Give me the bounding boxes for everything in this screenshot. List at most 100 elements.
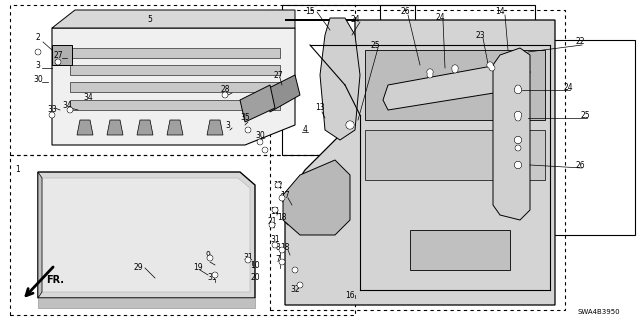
Circle shape [428, 70, 432, 74]
Polygon shape [38, 172, 42, 298]
Text: 27: 27 [273, 70, 283, 79]
Polygon shape [167, 120, 183, 135]
Text: 24: 24 [563, 84, 573, 93]
Circle shape [489, 65, 495, 71]
Circle shape [273, 243, 277, 247]
Text: 5: 5 [148, 16, 152, 25]
Text: 28: 28 [220, 85, 230, 94]
Circle shape [246, 258, 250, 262]
Polygon shape [107, 120, 123, 135]
Text: 9: 9 [205, 250, 211, 259]
Circle shape [515, 112, 521, 118]
Text: 34: 34 [62, 100, 72, 109]
Text: 7: 7 [276, 256, 280, 264]
Circle shape [213, 273, 217, 277]
Circle shape [488, 63, 492, 67]
Circle shape [453, 66, 457, 70]
Polygon shape [38, 298, 255, 308]
Circle shape [452, 65, 458, 71]
Circle shape [262, 147, 268, 153]
Polygon shape [70, 48, 280, 58]
Circle shape [280, 196, 284, 200]
Text: 35: 35 [240, 114, 250, 122]
Text: 8: 8 [276, 243, 280, 253]
Polygon shape [42, 178, 250, 292]
Circle shape [269, 222, 275, 228]
Polygon shape [137, 120, 153, 135]
Circle shape [223, 93, 227, 97]
Text: FR.: FR. [46, 275, 64, 285]
Circle shape [279, 247, 285, 253]
Polygon shape [365, 50, 545, 120]
Circle shape [428, 73, 432, 77]
Text: 15: 15 [305, 8, 315, 17]
Circle shape [270, 223, 274, 227]
Circle shape [516, 86, 520, 90]
Text: 31: 31 [270, 235, 280, 244]
Text: 31: 31 [207, 273, 217, 283]
Circle shape [487, 62, 493, 68]
Circle shape [50, 113, 54, 117]
Text: 16: 16 [345, 291, 355, 300]
Polygon shape [265, 75, 300, 112]
Polygon shape [493, 48, 530, 220]
Bar [490, 40, 635, 235]
Circle shape [35, 49, 41, 55]
Circle shape [55, 59, 61, 65]
Polygon shape [52, 45, 72, 65]
Polygon shape [70, 100, 280, 110]
Circle shape [346, 121, 354, 129]
Bar [270, 10, 565, 310]
Polygon shape [283, 160, 350, 235]
Text: SWA4B3950: SWA4B3950 [577, 309, 620, 315]
Text: 24: 24 [350, 16, 360, 25]
Text: 18: 18 [280, 243, 290, 253]
Polygon shape [52, 10, 295, 28]
Circle shape [515, 162, 521, 168]
Circle shape [452, 67, 458, 73]
Text: 23: 23 [475, 31, 485, 40]
Polygon shape [207, 120, 223, 135]
Circle shape [515, 161, 522, 168]
Circle shape [280, 248, 284, 252]
Text: 3: 3 [225, 121, 230, 130]
Text: 13: 13 [315, 103, 325, 113]
Polygon shape [320, 18, 360, 140]
Text: 34: 34 [83, 93, 93, 102]
Text: 19: 19 [193, 263, 203, 272]
Circle shape [276, 183, 280, 187]
Polygon shape [38, 172, 255, 298]
Text: 1: 1 [15, 166, 20, 174]
Text: 32: 32 [290, 286, 300, 294]
Text: 22: 22 [575, 38, 585, 47]
Circle shape [453, 68, 457, 72]
Polygon shape [70, 65, 280, 75]
Circle shape [298, 283, 302, 287]
Text: 2: 2 [36, 33, 40, 42]
Circle shape [68, 108, 72, 112]
Circle shape [275, 182, 281, 188]
Text: 14: 14 [495, 8, 505, 17]
Polygon shape [240, 85, 275, 122]
Circle shape [257, 139, 263, 145]
Circle shape [272, 242, 278, 248]
Text: 30: 30 [33, 76, 43, 85]
Text: 21: 21 [268, 218, 276, 226]
Circle shape [279, 259, 285, 265]
Polygon shape [365, 130, 545, 180]
Circle shape [245, 257, 251, 263]
Bar [282, 5, 415, 155]
Text: 11: 11 [270, 207, 280, 217]
Text: 24: 24 [435, 13, 445, 23]
Polygon shape [77, 120, 93, 135]
Polygon shape [70, 82, 280, 92]
Circle shape [515, 112, 522, 118]
Circle shape [515, 86, 522, 93]
Text: 31: 31 [243, 254, 253, 263]
Circle shape [49, 112, 55, 118]
Circle shape [515, 137, 521, 143]
Text: 3: 3 [36, 61, 40, 70]
Circle shape [490, 66, 494, 70]
Text: 12: 12 [273, 181, 283, 189]
Circle shape [279, 195, 285, 201]
